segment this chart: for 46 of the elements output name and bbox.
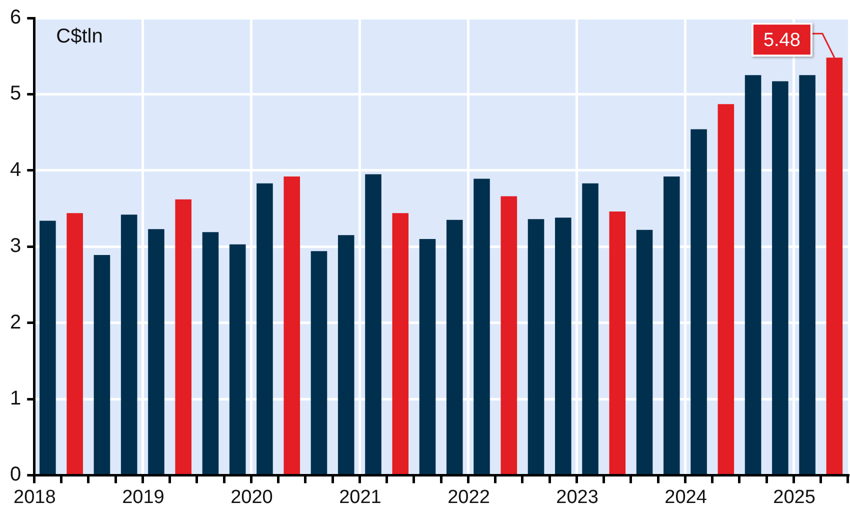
bar [609, 212, 626, 474]
y-tick-label: 6 [10, 6, 22, 29]
bar [500, 196, 518, 474]
bar [582, 183, 598, 474]
bar [338, 235, 354, 474]
bar [446, 220, 463, 474]
x-tick-label: 2024 [664, 486, 708, 508]
bar [365, 174, 382, 474]
bar [528, 219, 544, 474]
y-tick-label: 1 [10, 388, 22, 410]
x-tick-label: 2023 [556, 486, 598, 508]
bar [690, 129, 707, 474]
bar [392, 213, 409, 474]
y-tick-label: 4 [10, 158, 22, 181]
bar [94, 254, 110, 474]
y-tick-label: 5 [10, 82, 22, 105]
y-tick-label: 2 [10, 311, 22, 334]
bar [229, 244, 246, 474]
bar [636, 230, 653, 474]
bar [718, 104, 734, 474]
bar [284, 176, 300, 474]
bar [175, 199, 192, 474]
data-label: 5.48 [763, 30, 800, 51]
y-tick-label: 3 [10, 235, 22, 258]
bar [202, 232, 219, 474]
y-tick-label: 0 [10, 464, 22, 486]
bar [474, 178, 490, 474]
x-tick-label: 2021 [339, 486, 382, 508]
bar [256, 183, 273, 474]
x-tick-label: 2020 [230, 486, 273, 508]
bar [66, 213, 83, 474]
x-tick-label: 2019 [122, 486, 164, 508]
bar [744, 75, 762, 474]
bar [772, 81, 788, 474]
bar [40, 220, 56, 474]
bar [419, 238, 436, 474]
bar [148, 229, 164, 474]
x-tick-label: 2022 [448, 486, 490, 508]
x-tick-label: 2025 [773, 486, 816, 508]
bar [799, 75, 816, 474]
bar [555, 218, 572, 474]
bar [120, 214, 138, 474]
bar [664, 176, 680, 474]
x-tick-label: 2018 [14, 486, 56, 508]
bar [310, 251, 328, 474]
y-axis-title: C$tln [56, 26, 103, 48]
